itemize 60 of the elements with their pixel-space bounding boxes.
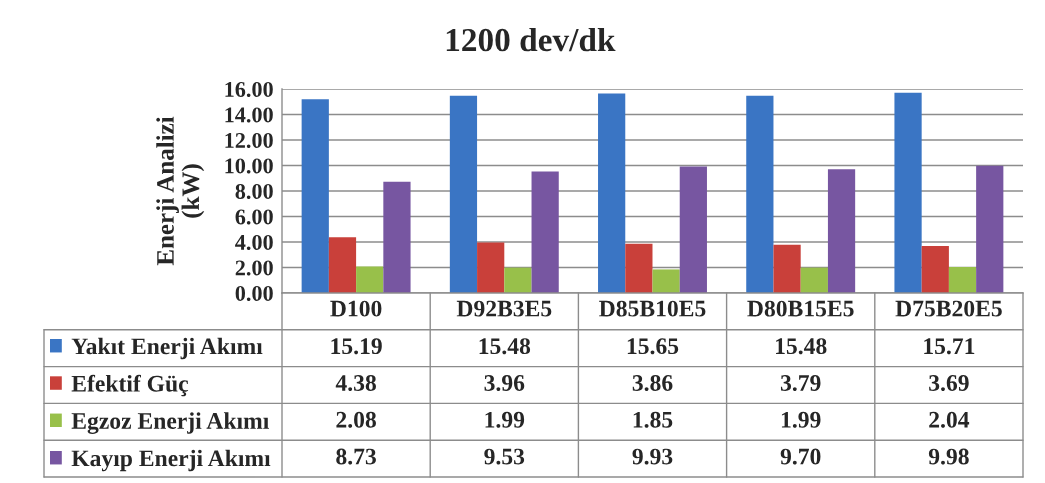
data-label: 15.48	[479, 338, 531, 355]
data-label: 15.48	[776, 338, 827, 355]
chart-title: 1200 dev/dk	[446, 27, 616, 52]
data-label: 15.65	[627, 338, 679, 355]
bar	[800, 267, 828, 293]
data-label: 15.71	[924, 338, 975, 355]
bar	[477, 242, 505, 293]
y-tick-label: 12.00	[225, 132, 273, 149]
y-tick-label: 4.00	[235, 234, 273, 251]
bar	[976, 165, 1004, 293]
bar	[598, 93, 626, 293]
bar	[746, 95, 774, 293]
data-label: 1.99	[781, 411, 821, 428]
legend-label: Efektif Güç	[71, 374, 189, 397]
data-label: 3.79	[780, 375, 821, 392]
x-tick-label: D92B3E5	[456, 300, 552, 317]
data-label: 1.99	[485, 411, 525, 428]
y-axis-title: Enerji Analizi (kW)	[156, 116, 205, 266]
data-label: 2.08	[336, 411, 376, 428]
y-tick-label: 14.00	[225, 107, 273, 123]
bar	[948, 266, 977, 293]
bar	[679, 166, 707, 293]
y-tick-label: 16.00	[225, 81, 273, 98]
legend-label: Yakıt Enerji Akımı	[71, 337, 263, 360]
bar	[894, 92, 922, 293]
data-label: 3.69	[929, 375, 969, 392]
y-tick-label: 2.00	[235, 260, 273, 276]
bar	[504, 267, 532, 293]
bar	[773, 244, 801, 293]
data-label: 3.86	[632, 374, 673, 392]
data-label: 2.04	[929, 411, 970, 428]
bar	[301, 99, 329, 293]
data-label: 3.96	[484, 375, 525, 392]
data-label: 9.98	[928, 448, 969, 465]
x-tick-label: D80B15E5	[747, 300, 854, 317]
legend-label: Kayıp Enerji Akımı	[71, 449, 271, 472]
data-label: 9.70	[780, 448, 821, 465]
data-label: 8.73	[336, 448, 376, 465]
data-label: 9.53	[484, 448, 525, 465]
data-label: 15.19	[331, 338, 382, 355]
y-tick-label: 10.00	[225, 158, 273, 174]
data-label: 1.85	[633, 411, 673, 428]
bar	[328, 237, 357, 293]
bar	[652, 269, 680, 293]
x-tick-label: D75B20E5	[895, 300, 1002, 317]
y-tick-label: 8.00	[235, 183, 273, 200]
legend-label: Egzoz Enerji Akımı	[71, 412, 269, 434]
bar	[827, 169, 856, 293]
y-tick-label: 6.00	[235, 209, 273, 225]
x-tick-label: D100	[330, 300, 382, 317]
y-tick-label: 0.00	[235, 285, 273, 302]
bar	[625, 243, 653, 293]
x-tick-label: D85B10E5	[599, 300, 706, 317]
bar	[531, 171, 559, 293]
bar	[449, 95, 478, 293]
data-label: 9.93	[632, 448, 673, 465]
bar	[356, 266, 384, 293]
bar	[921, 245, 949, 293]
data-label: 4.38	[335, 374, 376, 392]
bar	[383, 181, 411, 293]
